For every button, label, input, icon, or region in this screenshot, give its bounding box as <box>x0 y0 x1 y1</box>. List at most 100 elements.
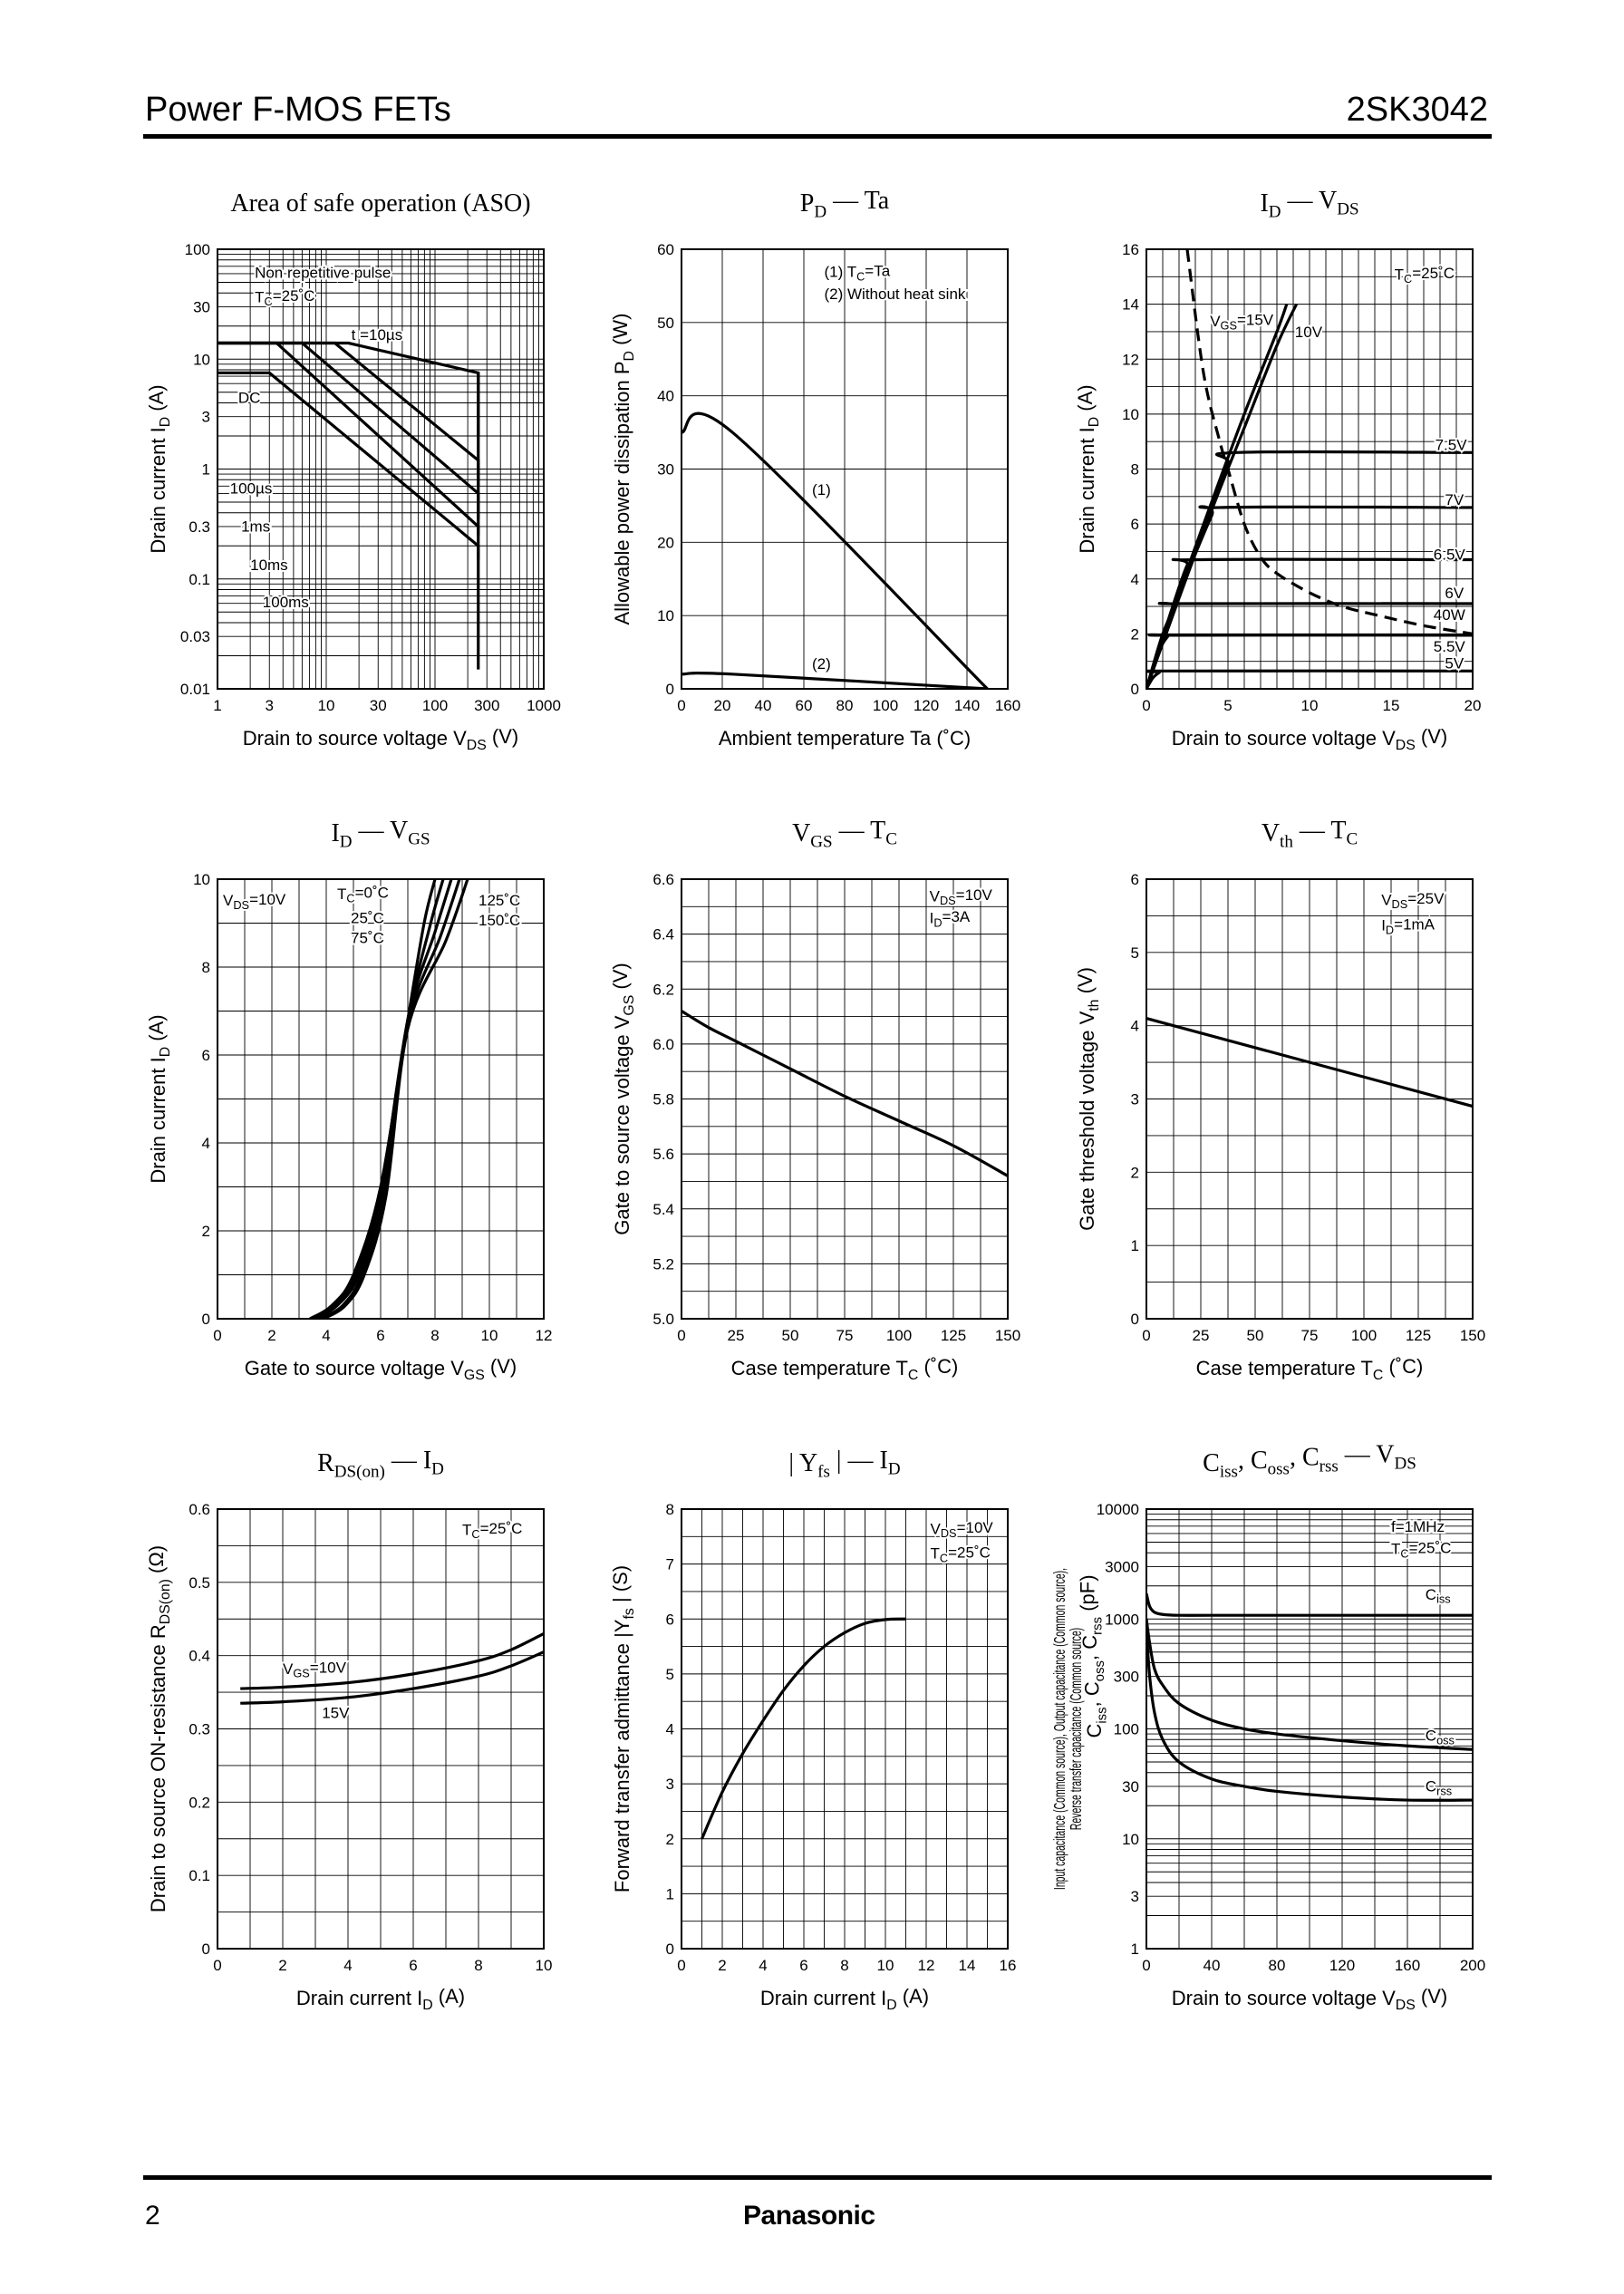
x-tick-label: 3 <box>266 697 274 714</box>
grid-pd <box>681 248 1009 690</box>
series-line-vgs <box>682 1010 1008 1177</box>
y-tick-label: 1 <box>666 1885 674 1902</box>
annotation-label: (2) Without heat sink <box>825 286 966 303</box>
x-tick-label: 100 <box>886 1327 912 1344</box>
annotation-label: DC <box>238 390 261 407</box>
x-tick-label: 20 <box>1464 697 1482 714</box>
series-group <box>1146 249 1473 689</box>
y-tick-label: 0 <box>666 1941 674 1958</box>
annotation-label: Crss <box>1426 1777 1452 1797</box>
chart-title: RDS(on) — ID <box>317 1447 444 1482</box>
chart-vthtc: 0 25 50 75 100 125 150 0 1 2 3 4 5 6 Vth — TC Case temp… <box>1047 807 1500 1383</box>
x-tick-label: 100 <box>873 697 898 714</box>
x-tick-label: 300 <box>474 697 499 714</box>
annotation-label: TC=25˚C <box>931 1544 991 1564</box>
y-tick-label: 0.2 <box>188 1794 210 1811</box>
y-axis-label: Gate to source voltage VGS (V) <box>609 963 637 1234</box>
y-tick-label: 40 <box>657 388 674 405</box>
grid-vthtc <box>1146 878 1474 1320</box>
y-tick-label: 0.03 <box>180 628 210 645</box>
y-tick-label: 0.01 <box>180 681 210 698</box>
series-group <box>1146 1592 1473 1802</box>
chart-title: Area of safe operation (ASO) <box>230 189 530 218</box>
annotation-label: 1ms <box>241 518 270 535</box>
y-tick-label: 10 <box>1122 406 1139 423</box>
annotation-label: 5.5V <box>1434 638 1466 655</box>
x-tick-label: 100 <box>1351 1327 1377 1344</box>
y-tick-label: 10 <box>193 351 210 368</box>
annotation-label: (1) TC=Ta <box>825 262 891 283</box>
y-tick-label: 5.4 <box>652 1201 674 1218</box>
y-axis-label-line2: Reverse transfer capacitance (Common sou… <box>1068 1628 1085 1830</box>
x-tick-label: 1 <box>213 697 221 714</box>
x-tick-label: 120 <box>914 697 939 714</box>
annotation-label: ID=1mA <box>1381 915 1435 936</box>
plot-frame <box>681 248 1009 690</box>
y-tick-label: 5.8 <box>652 1091 674 1108</box>
annotation-label: Ciss <box>1426 1586 1451 1606</box>
chart-svg-rdson: 0 2 4 6 8 10 0 0.1 0.2 0.3 0.4 0.5 0.6 RDS(on) — ID Dr… <box>145 1447 552 2013</box>
x-tick-label: 10 <box>481 1327 498 1344</box>
chart-svg-caps: 0 40 80 120 160 200 1 3 10 30 100 300 1000 3000 10000 C… <box>1051 1441 1485 2013</box>
x-tick-label: 160 <box>1395 1957 1420 1974</box>
y-tick-label: 1 <box>1131 1941 1139 1958</box>
series-line-coss <box>1146 1619 1473 1751</box>
x-tick-label: 8 <box>840 1957 848 1974</box>
annotation-label: 5V <box>1445 654 1464 672</box>
series-group <box>701 1617 906 1840</box>
y-tick-label: 14 <box>1122 296 1139 314</box>
annotation-label: 125˚C <box>478 892 520 909</box>
y-tick-label: 5.2 <box>652 1255 674 1273</box>
chart-title: | Yfs | — ID <box>788 1447 900 1482</box>
x-tick-label: 50 <box>1247 1327 1264 1344</box>
y-tick-label: 4 <box>666 1721 674 1738</box>
y-tick-label: 0 <box>202 1311 210 1328</box>
x-tick-label: 100 <box>422 697 448 714</box>
annotation-label: 15V <box>322 1704 350 1721</box>
y-tick-label: 6 <box>1131 516 1139 533</box>
y-tick-label: 8 <box>202 959 210 976</box>
y-tick-label: 20 <box>657 534 674 551</box>
x-tick-label: 2 <box>278 1957 286 1974</box>
chart-svg-vgstc: 0 25 50 75 100 125 150 5.0 5.2 5.4 5.6 5.8 6.0 6.2 6.4… <box>609 817 1020 1383</box>
plot-frame <box>1146 248 1474 690</box>
x-tick-label: 2 <box>267 1327 276 1344</box>
y-tick-label: 0.4 <box>188 1648 210 1665</box>
x-tick-label: 75 <box>836 1327 854 1344</box>
annotation-label: f=1MHz <box>1391 1518 1445 1535</box>
plot-frame <box>681 878 1009 1320</box>
y-tick-label: 5 <box>1131 944 1139 962</box>
y-tick-label: 0.3 <box>188 1721 210 1738</box>
annotation-label: 7V <box>1445 491 1464 508</box>
x-tick-label: 0 <box>213 1327 221 1344</box>
annotation-label: VDS=25V <box>1381 890 1445 911</box>
annotation-label: ID=3A <box>930 908 971 929</box>
y-axis-label: Allowable power dissipation PD (W) <box>609 313 637 624</box>
y-tick-label: 4 <box>1131 1018 1139 1035</box>
series-group <box>309 879 469 1319</box>
x-tick-label: 0 <box>677 1957 685 1974</box>
series-line-yfs <box>701 1617 906 1840</box>
x-tick-label: 120 <box>1329 1957 1355 1974</box>
chart-title: Ciss, Coss, Crss — VDS <box>1203 1441 1416 1482</box>
x-tick-label: 8 <box>430 1327 439 1344</box>
chart-aso: 1 3 10 30 100 300 1000 0.01 0.03 0.1 0.3 1 3 10 30 100 A… <box>118 177 571 753</box>
series-line-5v <box>1146 669 1473 689</box>
x-tick-label: 4 <box>322 1327 330 1344</box>
y-tick-label: 5 <box>666 1666 674 1683</box>
annotation-label: 6.5V <box>1434 547 1466 564</box>
annotation-label: 6V <box>1445 585 1464 602</box>
chart-rdson: 0 2 4 6 8 10 0 0.1 0.2 0.3 0.4 0.5 0.6 RDS(on) — ID Dr… <box>118 1437 571 2013</box>
y-tick-label: 0.1 <box>188 1867 210 1884</box>
footer-page-number: 2 <box>145 2201 160 2231</box>
y-tick-label: 3 <box>202 409 210 426</box>
x-tick-label: 6 <box>799 1957 807 1974</box>
y-tick-label: 6.4 <box>652 926 674 944</box>
x-tick-label: 0 <box>677 1327 685 1344</box>
chart-title: Vth — TC <box>1262 817 1358 852</box>
annotation-label: 25˚C <box>351 910 384 927</box>
x-tick-label: 5 <box>1223 697 1232 714</box>
y-tick-label: 6.0 <box>652 1036 674 1053</box>
y-tick-label: 2 <box>666 1831 674 1848</box>
grid-vgstc <box>681 878 1009 1320</box>
